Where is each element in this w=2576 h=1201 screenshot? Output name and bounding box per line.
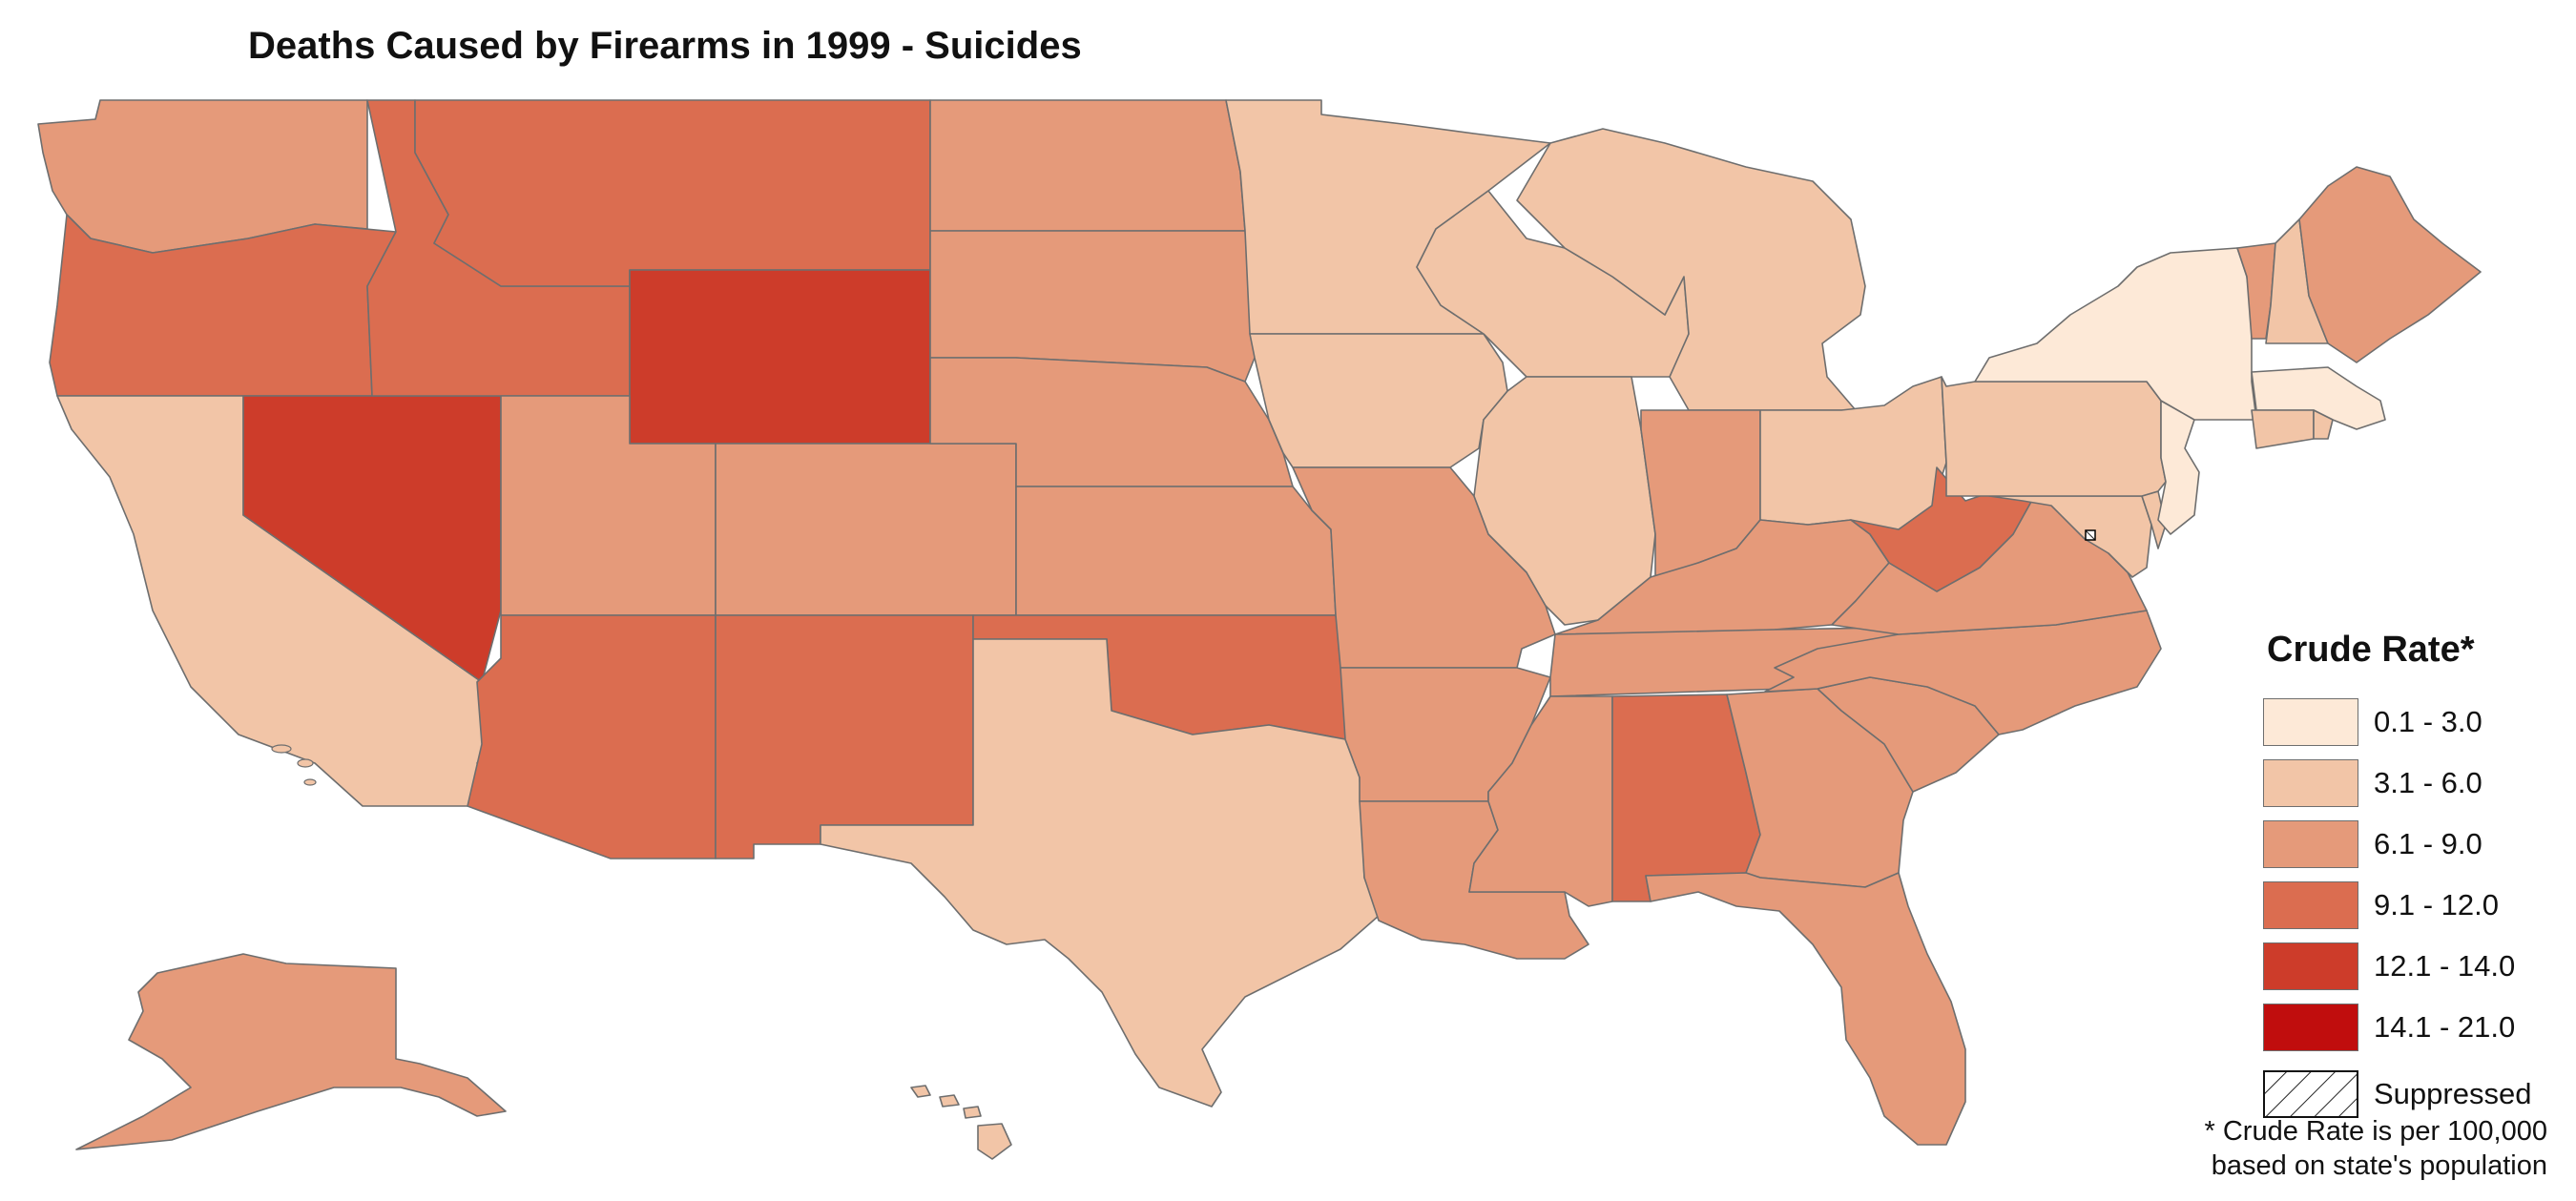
legend-row-class-2: 6.1 - 9.0 <box>2263 814 2549 875</box>
state-wyoming[interactable] <box>629 269 931 445</box>
legend-row-class-3: 9.1 - 12.0 <box>2263 875 2549 936</box>
state-florida[interactable] <box>1645 872 1966 1146</box>
legend-swatch <box>2263 759 2358 807</box>
footnote-line-1: * Crude Rate is per 100,000 <box>2204 1116 2548 1147</box>
legend-row-class-1: 3.1 - 6.0 <box>2263 753 2549 814</box>
legend-label: 0.1 - 3.0 <box>2374 705 2483 738</box>
state-rhode-island[interactable] <box>2313 409 2334 440</box>
legend-label: 6.1 - 9.0 <box>2374 827 2483 860</box>
legend-label-suppressed: Suppressed <box>2374 1077 2532 1110</box>
state-hawaii[interactable] <box>910 1085 1012 1160</box>
state-new-mexico[interactable] <box>715 614 974 859</box>
legend-swatch-suppressed <box>2263 1070 2358 1118</box>
legend-row-class-4: 12.1 - 14.0 <box>2263 936 2549 997</box>
legend-swatch <box>2263 942 2358 990</box>
legend-swatch <box>2263 698 2358 746</box>
state-north-dakota[interactable] <box>929 99 1246 232</box>
state-maine[interactable] <box>2298 166 2482 363</box>
legend-swatch <box>2263 820 2358 868</box>
legend-label: 3.1 - 6.0 <box>2374 766 2483 799</box>
legend-label: 14.1 - 21.0 <box>2374 1010 2516 1044</box>
legend-label: 12.1 - 14.0 <box>2374 949 2516 983</box>
state-iowa[interactable] <box>1249 333 1508 468</box>
dc-suppressed-marker <box>2085 529 2096 541</box>
state-michigan[interactable] <box>1516 128 1866 411</box>
state-montana[interactable] <box>414 99 931 287</box>
legend-swatch <box>2263 881 2358 929</box>
legend-label: 9.1 - 12.0 <box>2374 888 2499 921</box>
state-kansas[interactable] <box>1015 486 1337 616</box>
california-islands <box>271 744 317 786</box>
legend-row-class-0: 0.1 - 3.0 <box>2263 692 2549 753</box>
state-alaska[interactable] <box>75 953 507 1150</box>
legend-row-class-5: 14.1 - 21.0 <box>2263 997 2549 1058</box>
map-title: Deaths Caused by Firearms in 1999 - Suic… <box>248 25 1082 67</box>
state-arizona[interactable] <box>467 614 717 859</box>
state-oregon[interactable] <box>49 214 397 397</box>
footnote: * Crude Rate is per 100,000 based on sta… <box>2205 1114 2548 1183</box>
state-new-jersey[interactable] <box>2157 400 2200 535</box>
state-pennsylvania[interactable] <box>1941 376 2167 497</box>
legend: Crude Rate* 0.1 - 3.0 3.1 - 6.0 6.1 - 9.… <box>2263 630 2549 1125</box>
legend-swatch <box>2263 1004 2358 1051</box>
legend-title: Crude Rate* <box>2267 630 2475 670</box>
state-colorado[interactable] <box>715 443 1017 616</box>
footnote-line-2: based on state's population <box>2211 1150 2547 1181</box>
state-connecticut[interactable] <box>2251 409 2315 449</box>
legend-row-suppressed: Suppressed <box>2263 1064 2549 1125</box>
state-texas[interactable] <box>820 638 1380 1108</box>
